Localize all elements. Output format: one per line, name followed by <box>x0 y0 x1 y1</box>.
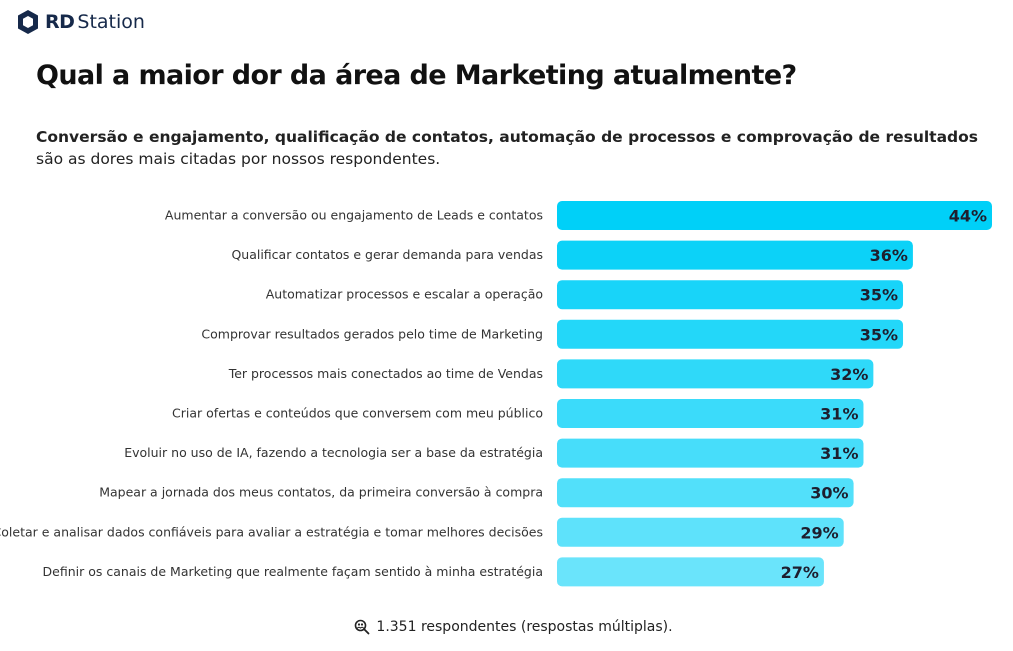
category-label: Mapear a jornada dos meus contatos, da p… <box>99 485 543 500</box>
brand-name-bold: RD <box>45 11 75 33</box>
bar <box>557 557 824 587</box>
footer-text: 1.351 respondentes (respostas múltiplas)… <box>376 619 673 635</box>
bar <box>557 280 904 310</box>
bar <box>557 201 992 230</box>
bar <box>557 517 844 547</box>
bar <box>557 478 854 508</box>
category-label: Criar ofertas e conteúdos que conversem … <box>172 406 543 421</box>
brand-name-regular: Station <box>77 11 145 33</box>
value-label: 29% <box>800 523 838 542</box>
value-label: 31% <box>820 405 858 424</box>
category-label: Automatizar processos e escalar a operaç… <box>266 287 543 302</box>
brand-logo: RD Station <box>17 9 145 35</box>
bar <box>557 399 864 428</box>
bar <box>557 240 913 270</box>
category-label: Aumentar a conversão ou engajamento de L… <box>165 208 543 223</box>
value-label: 35% <box>860 325 898 344</box>
value-label: 27% <box>781 563 819 582</box>
category-label: Qualificar contatos e gerar demanda para… <box>231 247 543 262</box>
value-label: 30% <box>810 484 848 503</box>
value-label: 35% <box>860 286 898 305</box>
bar <box>557 319 904 349</box>
value-label: 32% <box>830 365 868 384</box>
category-label: Comprovar resultados gerados pelo time d… <box>201 326 543 341</box>
subtitle-bold: Conversão e engajamento, qualificação de… <box>36 128 979 146</box>
value-label: 44% <box>949 207 987 226</box>
bar <box>557 438 864 468</box>
rd-hexagon-icon <box>18 10 38 34</box>
value-label: 31% <box>820 444 858 463</box>
value-label: 36% <box>870 246 908 265</box>
category-label: Coletar e analisar dados confiáveis para… <box>0 524 543 539</box>
subtitle-rest: são as dores mais citadas por nossos res… <box>36 150 441 168</box>
category-label: Definir os canais de Marketing que realm… <box>43 564 543 579</box>
footer-note: 1.351 respondentes (respostas múltiplas)… <box>0 619 1013 635</box>
category-label: Ter processos mais conectados ao time de… <box>228 366 543 381</box>
bar <box>557 359 874 389</box>
search-people-icon <box>355 619 370 635</box>
bar-chart: Aumentar a conversão ou engajamento de L… <box>0 201 992 587</box>
page-subtitle: Conversão e engajamento, qualificação de… <box>36 126 986 170</box>
category-label: Evoluir no uso de IA, fazendo a tecnolog… <box>124 445 543 460</box>
page-title: Qual a maior dor da área de Marketing at… <box>36 60 797 91</box>
